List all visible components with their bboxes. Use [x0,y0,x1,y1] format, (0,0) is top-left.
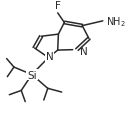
Text: Si: Si [27,70,37,80]
Text: N: N [46,52,54,62]
Text: F: F [55,1,61,11]
Text: NH$_2$: NH$_2$ [106,15,126,28]
Text: N: N [80,46,88,56]
